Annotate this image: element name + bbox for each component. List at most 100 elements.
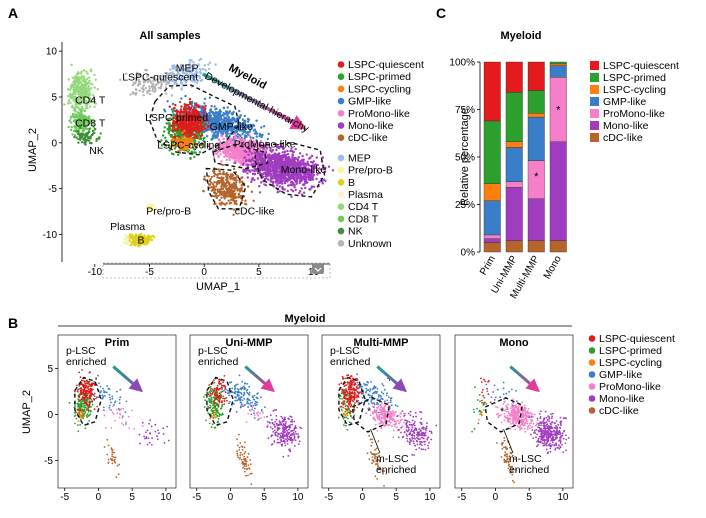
umap-point bbox=[90, 142, 93, 145]
cluster-label-plasma: Plasma bbox=[110, 221, 145, 233]
umap-point bbox=[168, 127, 171, 130]
umap-point bbox=[225, 134, 228, 137]
umap-point bbox=[63, 103, 66, 106]
umap-point bbox=[213, 202, 216, 206]
umap-point bbox=[129, 93, 132, 96]
umap-point bbox=[276, 184, 279, 187]
umap-point bbox=[74, 88, 77, 92]
umap-point bbox=[150, 81, 153, 85]
umap-point bbox=[234, 161, 237, 165]
umap-point bbox=[171, 110, 175, 114]
umap-point bbox=[225, 175, 228, 179]
umap-point bbox=[86, 72, 89, 75]
umap-point bbox=[250, 178, 254, 181]
umap-point bbox=[207, 67, 211, 71]
umap-point bbox=[174, 65, 177, 69]
umap-point bbox=[225, 154, 228, 157]
umap-point bbox=[287, 153, 290, 156]
umap-point bbox=[166, 73, 169, 76]
umap-point bbox=[135, 79, 138, 82]
umap-point bbox=[209, 114, 212, 117]
umap-point bbox=[183, 71, 186, 75]
umap-point bbox=[270, 160, 274, 164]
umap-point bbox=[142, 88, 146, 92]
umap-point bbox=[74, 80, 78, 83]
umap-point bbox=[192, 65, 195, 69]
umap-point bbox=[187, 129, 191, 132]
y-tick-label: 5 bbox=[51, 93, 57, 104]
umap-point bbox=[179, 77, 182, 80]
umap-point bbox=[238, 151, 241, 155]
umap-point bbox=[194, 103, 197, 106]
umap-point bbox=[74, 118, 77, 122]
umap-point bbox=[95, 137, 99, 141]
umap-point bbox=[225, 117, 229, 121]
umap-point bbox=[192, 133, 195, 136]
umap-point bbox=[177, 69, 181, 72]
umap-point bbox=[250, 190, 254, 193]
umap-point bbox=[232, 190, 235, 193]
umap-point bbox=[86, 127, 89, 131]
umap-point bbox=[165, 83, 168, 86]
cluster-label-lspc-primed: LSPC-primed bbox=[145, 112, 208, 124]
umap-point bbox=[173, 106, 176, 110]
umap-point bbox=[294, 188, 297, 192]
umap-point bbox=[222, 182, 225, 186]
umap-point bbox=[290, 195, 293, 198]
umap-point bbox=[217, 168, 220, 171]
umap-point bbox=[169, 134, 172, 137]
umap-point bbox=[173, 82, 176, 86]
umap-point bbox=[238, 181, 242, 184]
umap-point bbox=[220, 160, 223, 163]
umap-point bbox=[246, 117, 250, 121]
umap-point bbox=[273, 176, 276, 179]
umap-point bbox=[256, 152, 259, 155]
y-tick-label: 10 bbox=[46, 47, 58, 58]
umap-point bbox=[253, 173, 256, 176]
umap-point bbox=[179, 124, 182, 127]
umap-point bbox=[203, 97, 207, 101]
umap-point bbox=[190, 107, 193, 110]
umap-point bbox=[219, 153, 222, 156]
umap-point bbox=[233, 195, 236, 198]
umap-point bbox=[246, 172, 249, 175]
umap-point bbox=[179, 82, 183, 85]
umap-point bbox=[71, 104, 74, 108]
umap-point bbox=[67, 125, 70, 129]
umap-point bbox=[138, 72, 141, 76]
umap-point bbox=[201, 128, 204, 131]
umap-point bbox=[189, 157, 192, 160]
panel-a-title: All samples bbox=[139, 30, 200, 42]
umap-point bbox=[185, 67, 188, 70]
umap-point bbox=[76, 72, 80, 75]
umap-point bbox=[220, 196, 223, 199]
expand-icon[interactable] bbox=[312, 264, 324, 274]
umap-point bbox=[80, 115, 83, 118]
umap-point bbox=[138, 89, 141, 92]
umap-point bbox=[302, 183, 305, 186]
umap-point bbox=[182, 74, 185, 78]
umap-point bbox=[75, 99, 79, 102]
umap-point bbox=[123, 241, 127, 244]
umap-point bbox=[185, 73, 188, 76]
umap-point bbox=[276, 191, 279, 194]
umap-point bbox=[171, 67, 175, 70]
umap-point bbox=[238, 195, 241, 199]
umap-point bbox=[89, 82, 92, 85]
umap-point bbox=[84, 82, 87, 85]
umap-point bbox=[266, 174, 269, 178]
umap-point bbox=[204, 127, 207, 131]
umap-point bbox=[220, 190, 223, 193]
umap-point bbox=[82, 138, 85, 141]
umap-point bbox=[228, 158, 231, 162]
umap-point bbox=[223, 146, 226, 149]
umap-point bbox=[78, 76, 81, 79]
umap-point bbox=[81, 79, 85, 83]
umap-point bbox=[145, 243, 148, 246]
umap-point bbox=[250, 158, 254, 161]
umap-point bbox=[189, 134, 192, 138]
umap-point bbox=[81, 92, 85, 95]
umap-point bbox=[258, 158, 261, 161]
umap-point bbox=[248, 126, 251, 129]
umap-point bbox=[86, 122, 89, 125]
